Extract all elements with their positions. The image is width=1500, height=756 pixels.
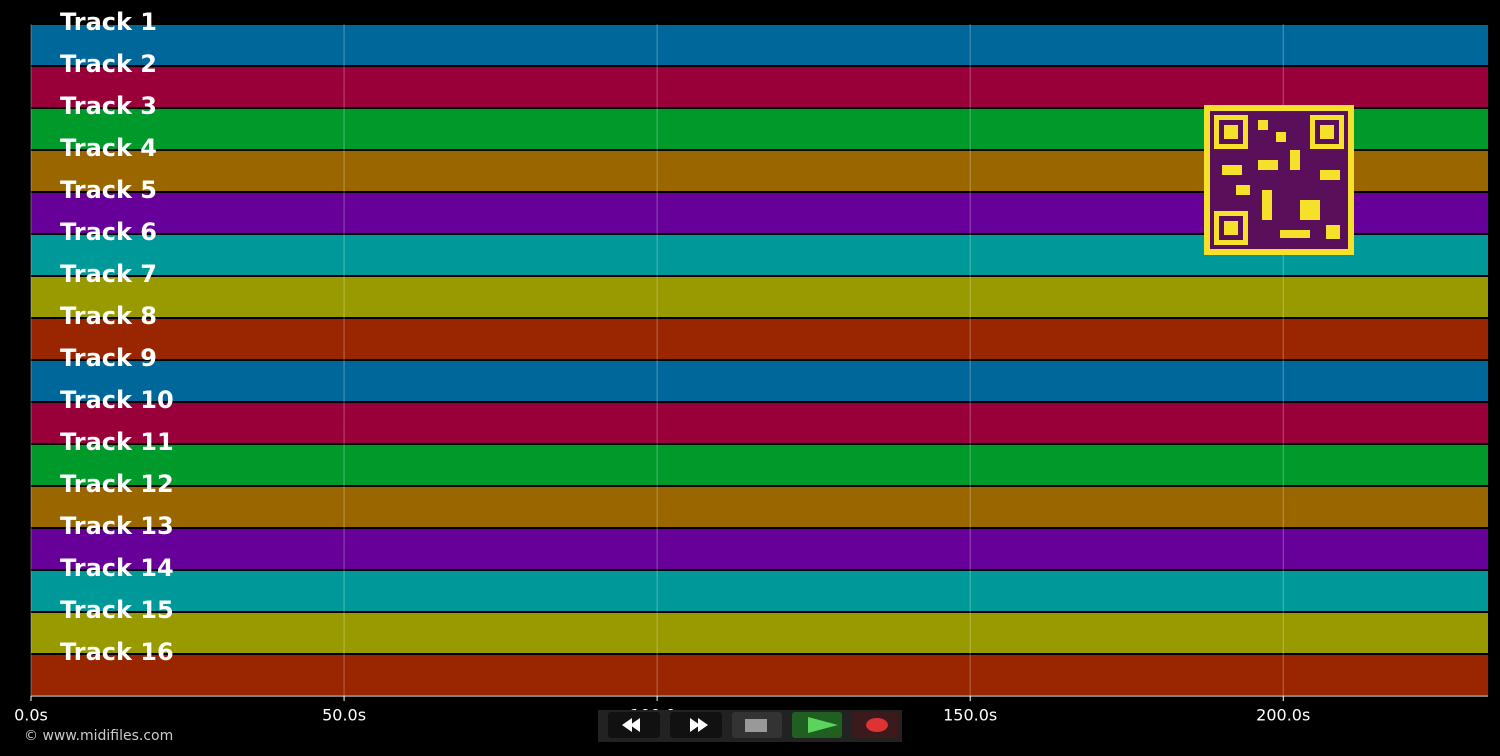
track-band bbox=[31, 403, 1488, 443]
track-band bbox=[31, 487, 1488, 527]
x-tick-label: 200.0s bbox=[1256, 706, 1310, 725]
track-label: Track 2 bbox=[60, 50, 157, 78]
track-band bbox=[31, 361, 1488, 401]
track-label: Track 7 bbox=[60, 260, 157, 288]
track-band bbox=[31, 67, 1488, 107]
x-tick-label: 0.0s bbox=[14, 706, 48, 725]
track-label: Track 6 bbox=[60, 218, 157, 246]
track-label: Track 15 bbox=[60, 596, 174, 624]
track-band bbox=[31, 571, 1488, 611]
transport-controls bbox=[598, 710, 902, 742]
track-label: Track 10 bbox=[60, 386, 174, 414]
track-label: Track 13 bbox=[60, 512, 174, 540]
track-band bbox=[31, 277, 1488, 317]
track-label: Track 3 bbox=[60, 92, 157, 120]
record-button[interactable] bbox=[852, 712, 900, 738]
track-label: Track 14 bbox=[60, 554, 174, 582]
track-band bbox=[31, 25, 1488, 65]
track-label: Track 8 bbox=[60, 302, 157, 330]
x-tick-label: 150.0s bbox=[943, 706, 997, 725]
track-band bbox=[31, 613, 1488, 653]
forward-button[interactable] bbox=[670, 712, 722, 738]
track-label: Track 5 bbox=[60, 176, 157, 204]
qr-code bbox=[1204, 105, 1354, 255]
track-band bbox=[31, 655, 1488, 695]
track-label: Track 12 bbox=[60, 470, 174, 498]
rewind-button[interactable] bbox=[608, 712, 660, 738]
track-band bbox=[31, 319, 1488, 359]
track-label: Track 4 bbox=[60, 134, 157, 162]
track-label: Track 16 bbox=[60, 638, 174, 666]
track-label: Track 9 bbox=[60, 344, 157, 372]
track-label: Track 11 bbox=[60, 428, 174, 456]
stop-button[interactable] bbox=[732, 712, 782, 738]
x-tick-label: 50.0s bbox=[322, 706, 366, 725]
track-band bbox=[31, 529, 1488, 569]
play-button[interactable] bbox=[792, 712, 842, 738]
track-band bbox=[31, 445, 1488, 485]
watermark: © www.midifiles.com bbox=[24, 728, 173, 744]
track-label: Track 1 bbox=[60, 8, 157, 36]
track-labels: Track 1 Track 2 Track 3 Track 4 Track 5 Track… bbox=[60, 8, 174, 666]
